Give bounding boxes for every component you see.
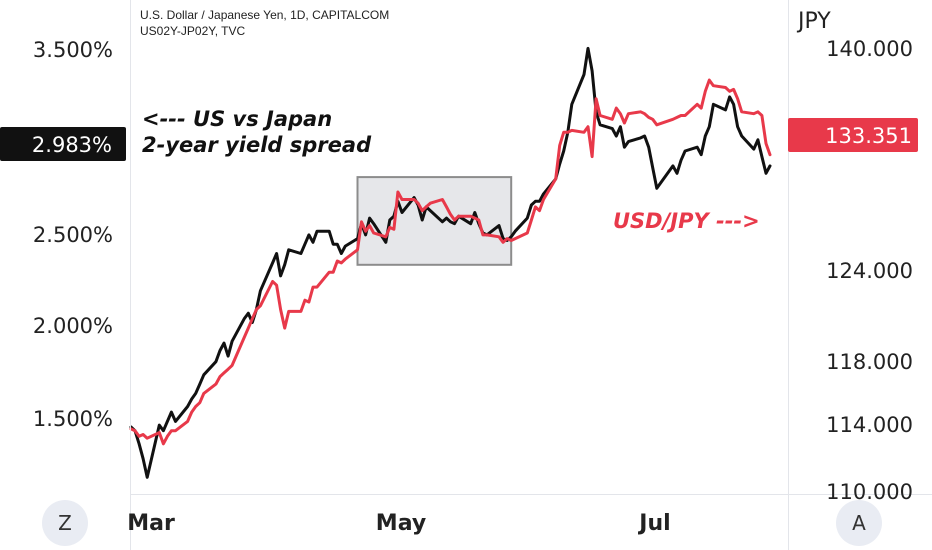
chart-title: U.S. Dollar / Japanese Yen, 1D, CAPITALC… xyxy=(140,8,389,22)
left-badge-label: 2.983% xyxy=(32,133,112,157)
annotation-usdjpy: USD/JPY ---> xyxy=(613,209,760,233)
left-tick-label: 2.000% xyxy=(33,314,113,338)
left-tick-label: 3.500% xyxy=(33,38,113,62)
x-tick-label: May xyxy=(376,511,426,536)
highlight-layer xyxy=(356,176,513,266)
right-badge-label: 133.351 xyxy=(825,124,912,148)
left-price-badge xyxy=(0,127,126,161)
annotation-spread-line1: <--- US vs Japan xyxy=(142,107,332,131)
series-line-black xyxy=(129,46,772,479)
right-tick-label: 118.000 xyxy=(826,350,913,374)
highlight-box xyxy=(356,176,513,266)
right-price-badge xyxy=(788,118,918,152)
right-tick-label: 140.000 xyxy=(826,37,913,61)
x-tick-label: Jul xyxy=(637,511,670,536)
series-line-red xyxy=(129,78,772,446)
goto-start-button[interactable]: Z xyxy=(42,500,88,546)
auto-scale-button[interactable]: A xyxy=(836,500,882,546)
right-tick-label: 110.000 xyxy=(826,480,913,504)
left-tick-label: 2.500% xyxy=(33,223,113,247)
right-axis-unit: JPY xyxy=(796,9,831,34)
annotation-spread-line2: 2-year yield spread xyxy=(142,133,372,157)
right-tick-label: 124.000 xyxy=(826,259,913,283)
chart-subtitle: US02Y-JP02Y, TVC xyxy=(140,24,246,38)
x-tick-label: Mar xyxy=(127,511,175,536)
series-layer xyxy=(129,46,772,479)
left-tick-label: 1.500% xyxy=(33,407,113,431)
right-tick-label: 114.000 xyxy=(826,413,913,437)
